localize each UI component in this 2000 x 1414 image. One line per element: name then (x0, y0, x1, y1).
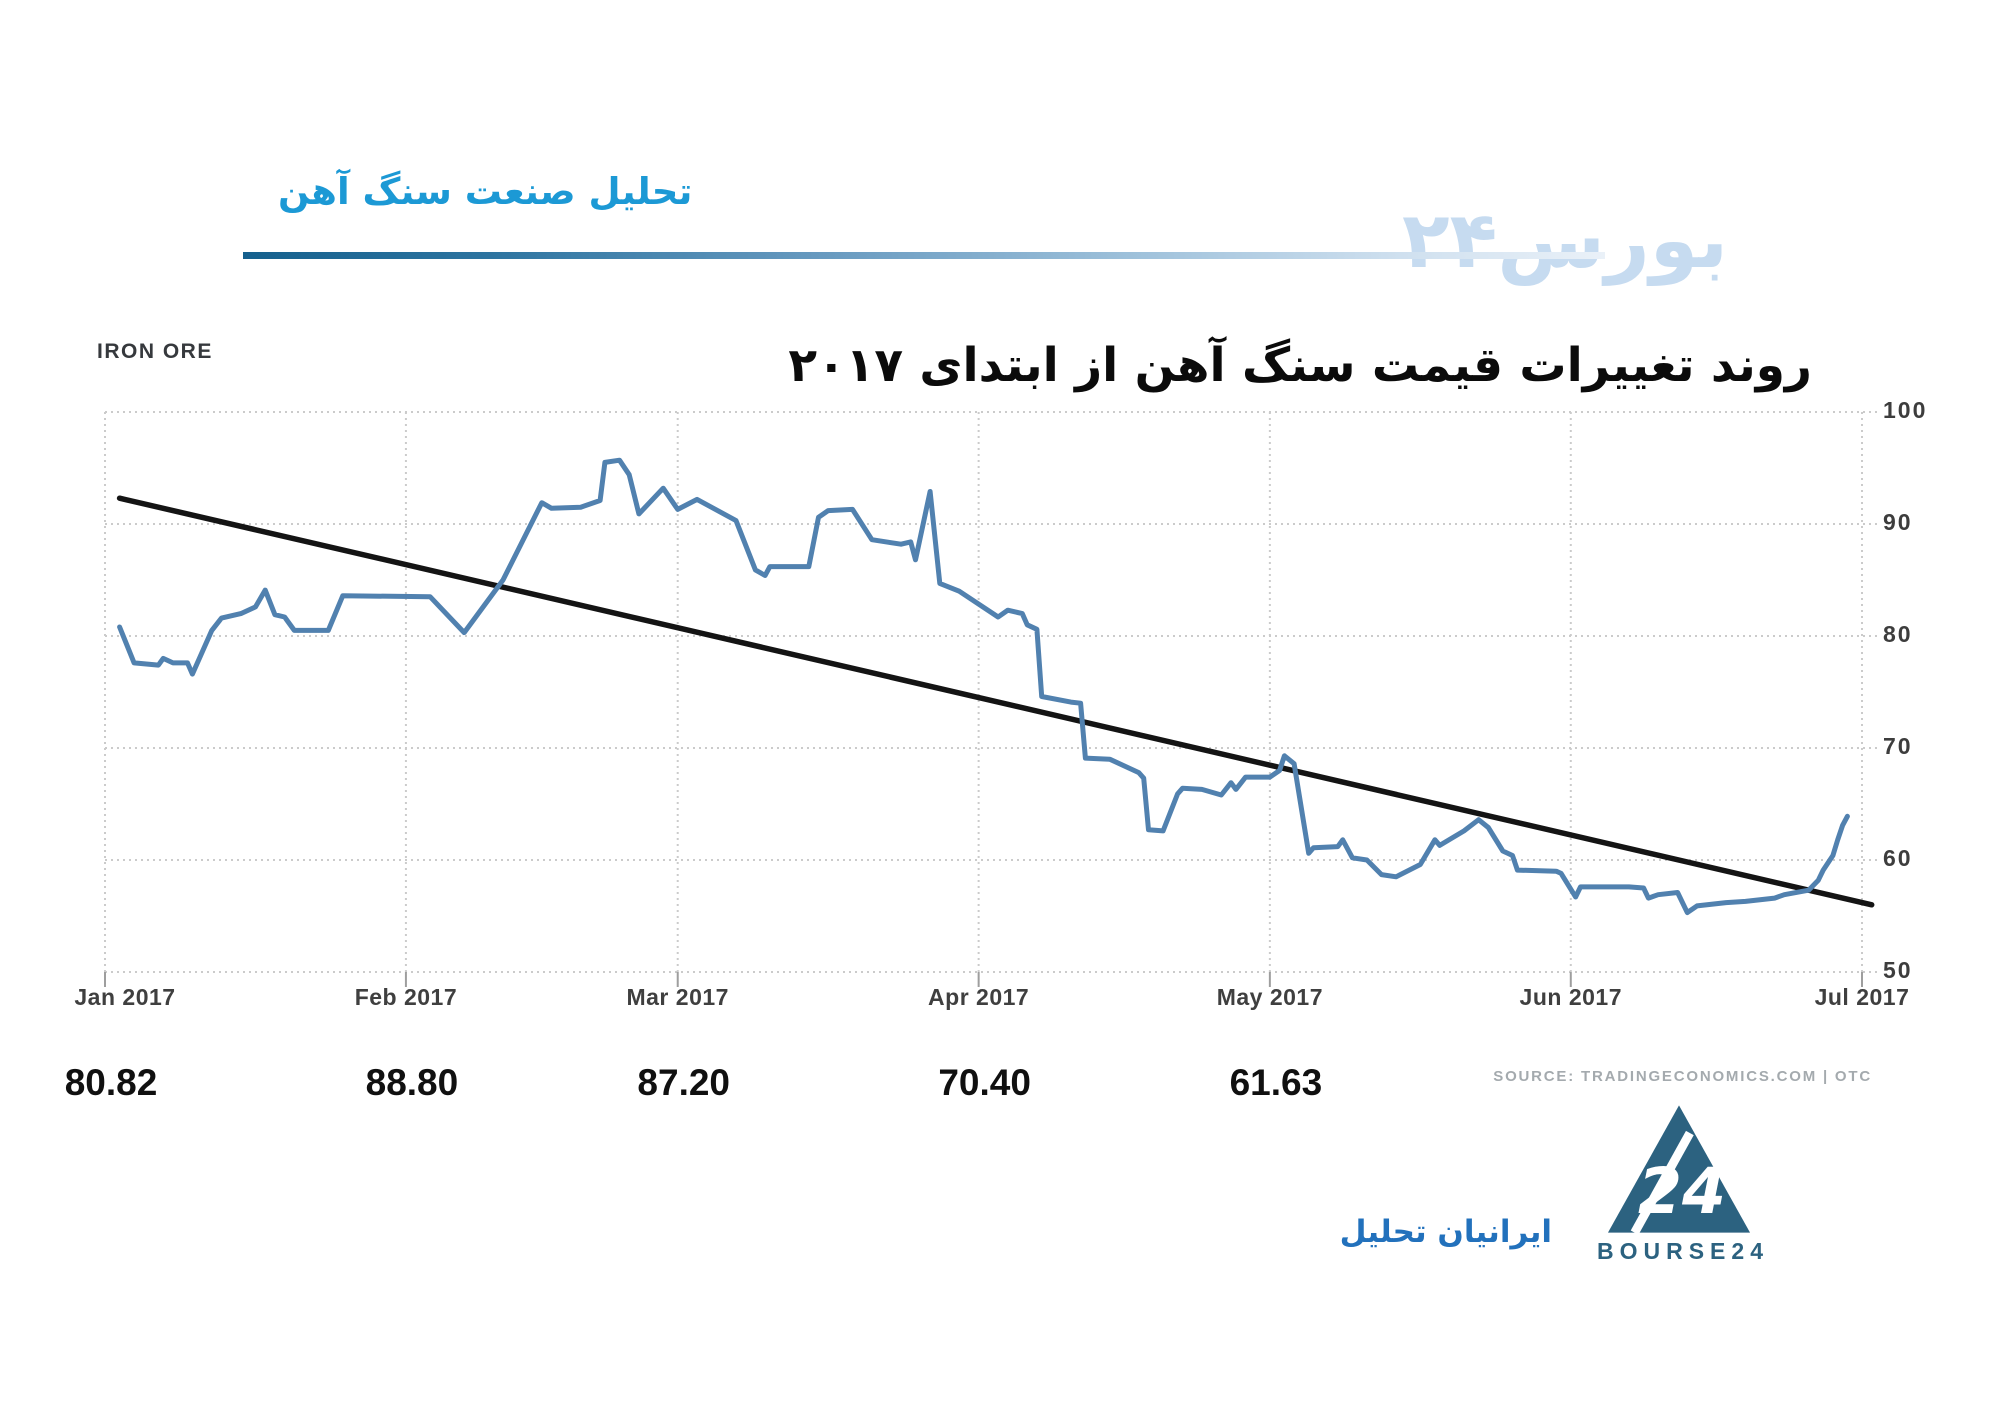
month-value-label: 88.80 (365, 1062, 459, 1103)
brand-name: BOURSE24 (1597, 1238, 1769, 1264)
x-axis-label: Jul 2017 (1814, 984, 1910, 1010)
x-axis-label: Jun 2017 (1519, 984, 1622, 1010)
chart-label: IRON ORE (97, 340, 213, 363)
logo-slash (1630, 1130, 1694, 1235)
bourse24-watermark: بورس۲۴ (1402, 196, 1728, 286)
source-credit: SOURCE: TRADINGECONOMICS.COM | OTC (1493, 1068, 1872, 1085)
iron-ore-price (117, 457, 1850, 916)
bourse24-logo-icon: 24 (1607, 1105, 1751, 1235)
y-axis-label: 100 (1883, 397, 1928, 423)
downtrend-line (116, 495, 1875, 908)
y-axis-label: 80 (1883, 621, 1913, 647)
month-value-label: 80.82 (64, 1062, 158, 1103)
month-value-label: 61.63 (1229, 1062, 1323, 1103)
x-axis-label: May 2017 (1216, 984, 1324, 1010)
brand-analysis-label: ایرانیان تحلیل (1339, 1214, 1552, 1250)
y-axis-label: 60 (1883, 845, 1913, 871)
x-axis-label: Feb 2017 (354, 984, 458, 1010)
logo-24: 24 (1638, 1154, 1726, 1228)
y-axis-label: 90 (1883, 509, 1913, 535)
logo-triangle (1607, 1105, 1751, 1233)
x-axis-label: Apr 2017 (928, 984, 1030, 1010)
month-value-label: 87.20 (637, 1062, 731, 1103)
header-divider (243, 252, 1605, 259)
page-title: تحلیل صنعت سنگ آهن (278, 170, 693, 213)
y-axis-label: 70 (1883, 733, 1913, 759)
x-axis-label: Jan 2017 (74, 984, 176, 1010)
chart-title: روند تغییرات قیمت سنگ آهن از ابتدای ۲۰۱۷ (788, 338, 1812, 393)
month-value-label: 70.40 (938, 1062, 1031, 1103)
x-axis-label: Mar 2017 (626, 984, 729, 1010)
y-axis-label: 50 (1883, 957, 1913, 983)
